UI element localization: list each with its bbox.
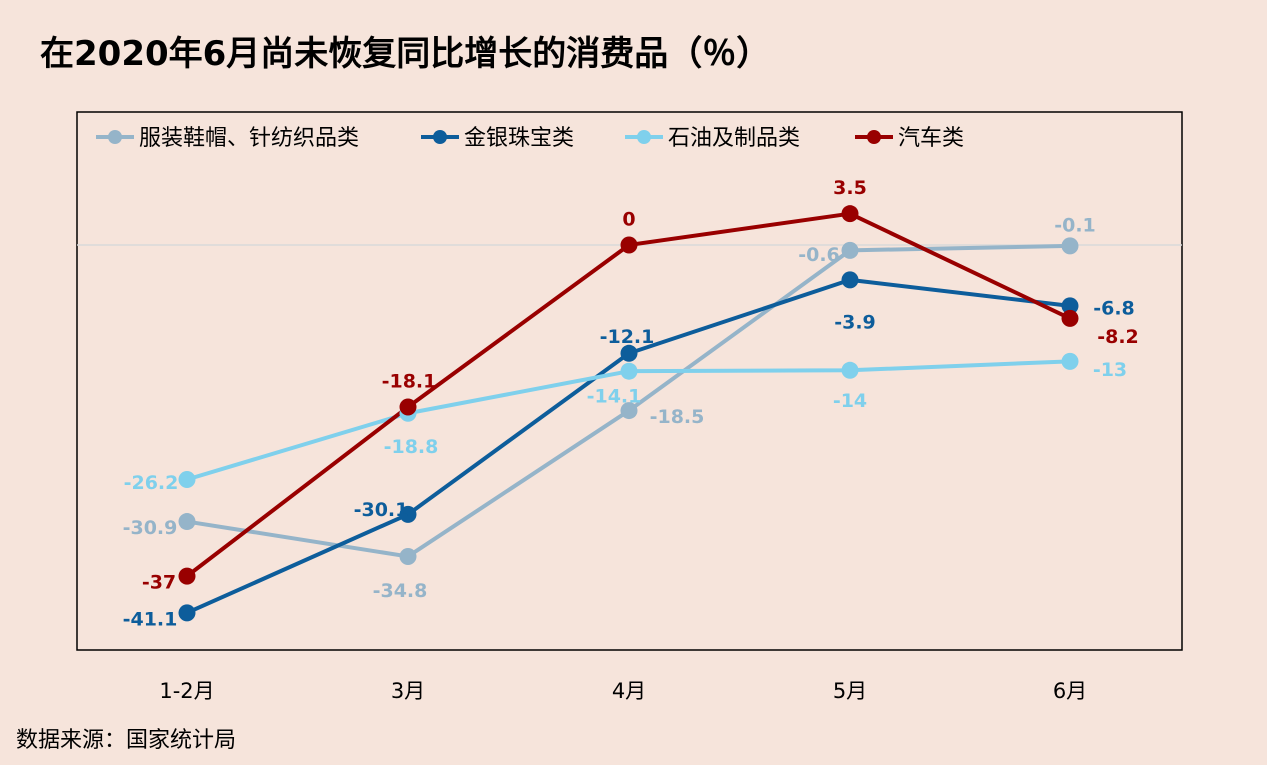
x-tick-label: 5月 <box>833 679 867 703</box>
x-tick-label: 4月 <box>612 679 646 703</box>
data-label: 3.5 <box>833 177 867 199</box>
legend-swatch-marker <box>637 130 651 144</box>
data-label: -6.8 <box>1093 297 1135 319</box>
data-point <box>178 604 196 622</box>
x-tick-label: 6月 <box>1053 679 1087 703</box>
data-point <box>1061 352 1079 370</box>
data-label: -30.9 <box>123 517 178 539</box>
data-point <box>1061 309 1079 327</box>
legend: 服装鞋帽、针纺织品类 金银珠宝类 石油及制品类 汽车类 <box>96 126 964 151</box>
legend-entry: 金银珠宝类 <box>464 126 574 151</box>
legend-entry: 石油及制品类 <box>668 126 800 151</box>
x-tick-label: 3月 <box>391 679 425 703</box>
legend-swatch-marker <box>867 130 881 144</box>
data-label: -14.1 <box>587 386 642 408</box>
data-label: -30.1 <box>354 499 409 521</box>
data-point <box>399 547 417 565</box>
data-point <box>1061 297 1079 315</box>
data-point <box>178 567 196 585</box>
data-point <box>841 361 859 379</box>
plot-area-frame <box>76 111 1183 651</box>
legend-swatch-marker <box>433 130 447 144</box>
series-points <box>178 205 1079 622</box>
data-label: -13 <box>1093 359 1127 381</box>
data-label: -3.9 <box>834 311 876 333</box>
data-point <box>620 362 638 380</box>
data-labels: -30.9 -34.8 -18.5 -0.6 -0.1 -41.1 -30.1 -12.1 -3… <box>123 177 1139 630</box>
data-point <box>841 271 859 289</box>
data-label: -8.2 <box>1097 326 1139 348</box>
legend-entry: 汽车类 <box>898 126 964 151</box>
data-label: -18.1 <box>382 370 437 392</box>
data-label: -41.1 <box>123 608 178 630</box>
data-label: -18.5 <box>650 406 705 428</box>
x-tick-label: 1-2月 <box>159 679 214 703</box>
x-axis-labels: 1-2月 3月 4月 5月 6月 <box>159 679 1087 703</box>
data-point <box>399 505 417 523</box>
data-label: -0.6 <box>798 244 840 266</box>
data-label: -18.8 <box>384 436 439 458</box>
data-label: -14 <box>833 390 867 412</box>
data-point <box>841 205 859 223</box>
data-label: -0.1 <box>1054 214 1096 236</box>
data-label: -37 <box>142 572 176 594</box>
chart-title: 在2020年6月尚未恢复同比增长的消费品（％） <box>40 34 771 74</box>
legend-swatch-marker <box>108 130 122 144</box>
data-point <box>841 241 859 259</box>
data-label: -12.1 <box>600 326 655 348</box>
data-point <box>620 344 638 362</box>
legend-entry: 服装鞋帽、针纺织品类 <box>139 126 359 151</box>
data-label: -26.2 <box>124 472 179 494</box>
data-label: 0 <box>622 209 635 231</box>
data-label: -34.8 <box>373 580 428 602</box>
source-note: 数据来源：国家统计局 <box>16 728 237 753</box>
data-point <box>399 398 417 416</box>
data-point <box>178 470 196 488</box>
data-point <box>620 236 638 254</box>
data-point <box>178 513 196 531</box>
data-point <box>620 402 638 420</box>
data-point <box>1061 237 1079 255</box>
